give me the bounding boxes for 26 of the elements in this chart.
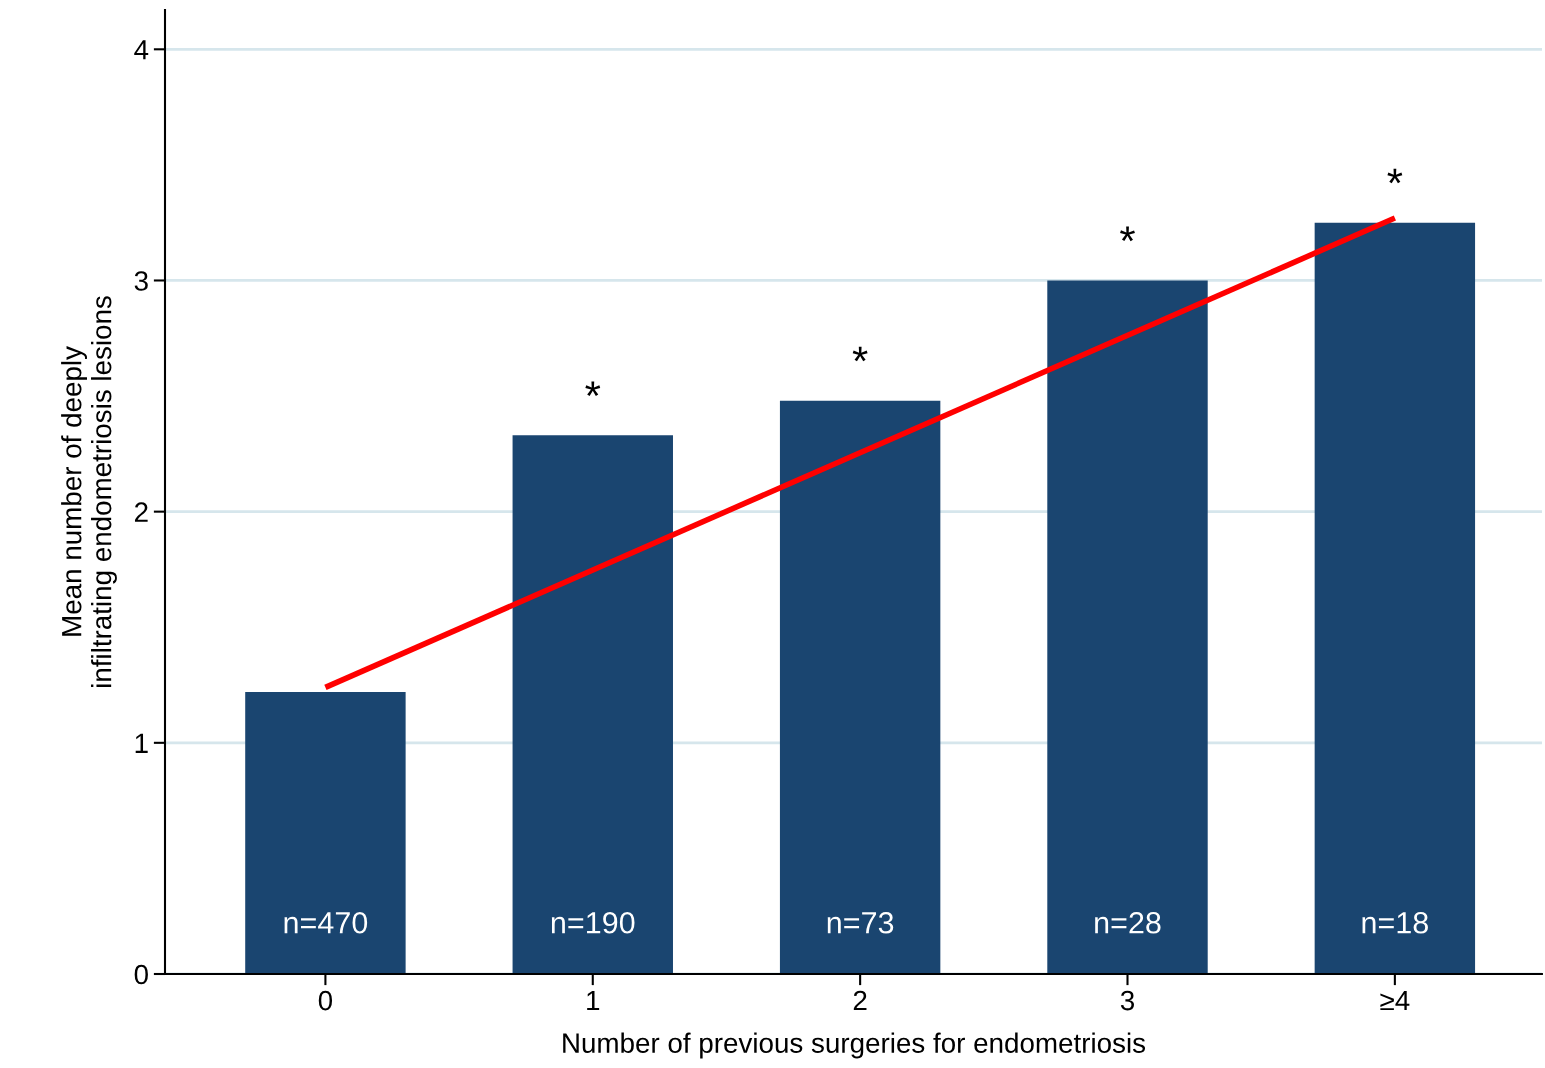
annotation: n=28 xyxy=(1095,911,1161,934)
y-tick-label: 0 xyxy=(134,964,148,985)
annotation: n=18 xyxy=(1362,911,1428,934)
y-tick-label: 2 xyxy=(134,502,148,522)
bar xyxy=(1047,280,1208,974)
annotation: * xyxy=(852,346,868,362)
annotation: n=73 xyxy=(827,911,894,934)
y-tick-label: 3 xyxy=(134,271,148,291)
x-tick-label: 2 xyxy=(853,990,867,1011)
y-axis-title: Mean number of deeply infiltrating endometriosis lesions xyxy=(61,296,117,687)
x-tick-label: 0 xyxy=(318,990,333,1011)
bar xyxy=(245,691,406,974)
x-tick-label: 3 xyxy=(1120,990,1134,1011)
bar xyxy=(512,435,673,974)
y-tick-label: 4 xyxy=(134,40,149,60)
bar xyxy=(1314,222,1476,974)
annotation: * xyxy=(585,381,601,397)
annotation: * xyxy=(1387,168,1403,184)
bar xyxy=(779,400,941,974)
annotation: n=190 xyxy=(551,911,635,934)
annotation: * xyxy=(1120,226,1135,242)
x-tick-label: ≥4 xyxy=(1380,990,1410,1011)
x-axis-title: Number of previous surgeries for endometriosis xyxy=(563,1032,1146,1059)
annotation: n=470 xyxy=(284,911,368,934)
x-tick-label: 1 xyxy=(587,990,600,1011)
y-tick-label: 1 xyxy=(135,733,148,753)
